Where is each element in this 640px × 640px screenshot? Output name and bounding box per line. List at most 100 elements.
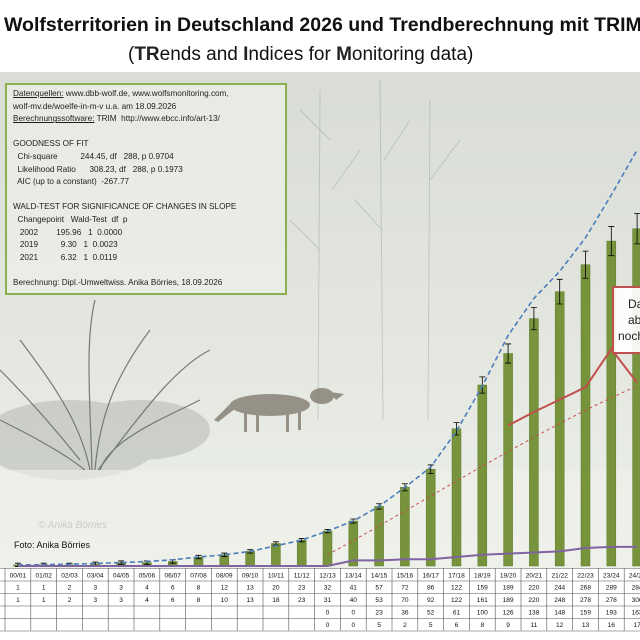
table-cell: 8: [480, 622, 484, 629]
bar-24/25: [632, 228, 640, 567]
table-cell: 220: [528, 597, 539, 604]
table-cell: 13: [582, 622, 590, 629]
tick-label: 16/17: [422, 573, 439, 580]
table-cell: 289: [606, 585, 617, 592]
table-cell: 220: [528, 585, 539, 592]
table-cell: 278: [580, 597, 591, 604]
table-cell: 100: [477, 610, 488, 617]
tick-label: 09/10: [242, 573, 259, 580]
table-cell: 161: [477, 597, 488, 604]
table-cell: 126: [503, 610, 514, 617]
info-line: GOODNESS OF FIT: [13, 139, 89, 149]
table-cell: 61: [453, 610, 461, 617]
table-cell: 8: [197, 597, 201, 604]
tick-label: 21/22: [551, 573, 568, 580]
table-cell: 11: [530, 622, 537, 629]
info-line: AIC (up to a constant) -267.77: [13, 177, 130, 187]
table-cell: 4: [145, 585, 149, 592]
info-line: 2019 9.30 1 0.0023: [13, 240, 118, 250]
error-bar-11/12: [298, 538, 305, 543]
tick-label: 24/25: [629, 573, 640, 580]
table-cell: 163: [632, 610, 640, 617]
tick-label: 01/02: [35, 573, 52, 580]
watermark-text: © Anika Börries: [38, 520, 107, 531]
table-cell: 2: [403, 622, 407, 629]
data-table-grid: 00/01 01/02 02/03 03/04 04/05 05/06 06/07 07/08…: [0, 568, 640, 632]
table-cell: 92: [427, 597, 435, 604]
bar-16/17: [425, 469, 436, 567]
table-cell: 0: [326, 610, 330, 617]
table-cell: 300: [632, 597, 640, 604]
info-line: Likelihood Ratio 308.23, df 288, p 0.197…: [13, 164, 183, 174]
table-cell: 57: [375, 585, 383, 592]
table-cell: 72: [401, 585, 409, 592]
table-cell: 268: [580, 585, 591, 592]
table-cell: 278: [606, 597, 617, 604]
table-cell: 13: [246, 585, 254, 592]
photo-credit: Foto: Anika Börries: [14, 540, 91, 550]
tick-label: 06/07: [164, 573, 181, 580]
table-cell: 8: [197, 585, 201, 592]
table-cell: 31: [324, 597, 332, 604]
table-cell: 3: [119, 585, 123, 592]
table-cell: 159: [477, 585, 488, 592]
chart-title: Wolfsterritorien in Deutschland 2026 und…: [4, 14, 640, 36]
table-cell: 193: [606, 610, 617, 617]
table-cell: 1: [16, 597, 20, 604]
note-box: Da ab noch: [612, 286, 640, 354]
bar-13/14: [348, 520, 359, 567]
table-cell: 40: [350, 597, 358, 604]
table-cell: 53: [375, 597, 383, 604]
info-line: wolf-mv.de/woelfe-in-m-v u.a. am 18.09.2…: [13, 101, 177, 111]
table-cell: 18: [272, 597, 280, 604]
table-cell: 3: [93, 597, 97, 604]
error-bar-20/21: [530, 307, 537, 331]
bar-10/11: [271, 543, 281, 567]
table-cell: 23: [298, 597, 306, 604]
table-cell: 12: [556, 622, 564, 629]
red-series-line: [507, 347, 638, 427]
table-cell: 2: [68, 597, 72, 604]
table-cell: 23: [298, 585, 306, 592]
background-photo: © Anika Börries: [0, 79, 640, 568]
tick-label: 08/09: [216, 573, 233, 580]
table-cell: 0: [326, 622, 330, 629]
table-cell: 0: [351, 610, 355, 617]
table-cell: 70: [401, 597, 409, 604]
tick-label: 15/16: [397, 573, 414, 580]
table-cell: 41: [350, 585, 358, 592]
tick-label: 22/23: [577, 573, 594, 580]
red-trend-line: [327, 385, 638, 556]
bar-21/22: [554, 291, 565, 567]
table-cell: 0: [351, 622, 355, 629]
table-cell: 6: [171, 585, 175, 592]
info-line: Berechnungssoftware: TRIM http://www.ebc…: [13, 114, 220, 124]
title-block: Wolfsterritorien in Deutschland 2026 und…: [0, 0, 640, 72]
bar-11/12: [296, 539, 307, 567]
error-bar-21/22: [556, 278, 563, 305]
chart-subtitle: (TRends and Indices for Monitoring data): [128, 44, 474, 65]
tick-label: 18/19: [474, 573, 491, 580]
bar-15/16: [400, 487, 410, 567]
table-cell: 23: [375, 610, 383, 617]
table-cell: 4: [145, 597, 149, 604]
lines-layer: [17, 149, 638, 567]
table-cell: 1: [42, 585, 46, 592]
tick-label: 04/05: [113, 573, 130, 580]
table-cell: 17: [633, 622, 640, 629]
info-line: 2021 6.32 1 0.0119: [13, 252, 118, 262]
note-line: noch: [618, 329, 640, 343]
tick-label: 05/06: [139, 573, 156, 580]
error-bar-08/09: [221, 552, 228, 557]
tick-label: 00/01: [10, 573, 27, 580]
table-cell: 6: [455, 622, 459, 629]
info-box: Datenquellen: www.dbb-wolf.de, www.wolfs…: [5, 83, 287, 295]
bar-20/21: [529, 318, 539, 567]
tick-label: 12/13: [319, 573, 336, 580]
info-line: Chi-square 244.45, df 288, p 0.9704: [13, 152, 174, 161]
bar-14/15: [374, 506, 384, 567]
table-cell: 148: [554, 610, 565, 617]
table-cell: 159: [580, 610, 591, 617]
error-bar-23/24: [608, 226, 615, 257]
tick-label: 14/15: [371, 573, 388, 580]
